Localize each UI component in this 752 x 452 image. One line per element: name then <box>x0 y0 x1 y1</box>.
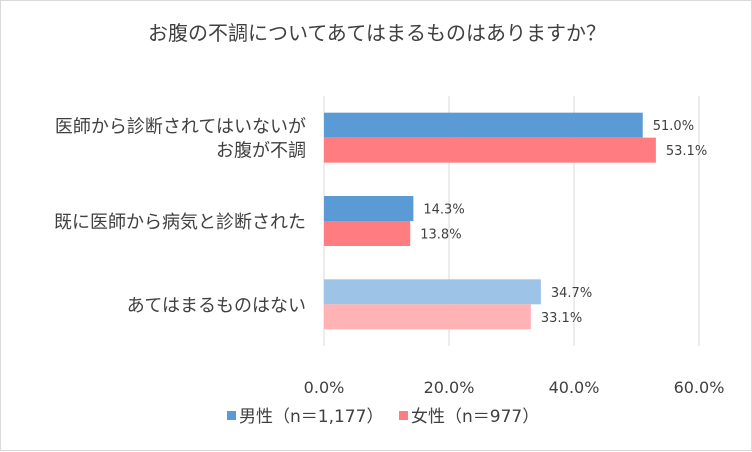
legend-label: 男性（n＝1,177） <box>239 407 383 427</box>
x-tick-label: 0.0% <box>304 378 345 397</box>
data-label: 51.0% <box>653 119 694 134</box>
data-label: 14.3% <box>423 203 464 218</box>
data-label: 34.7% <box>551 286 592 301</box>
legend: 男性（n＝1,177） 女性（n＝977） <box>227 407 539 427</box>
category-labels: 医師から診断されてはいないがお腹が不調既に医師から病気と診断されたあてはまるもの… <box>54 117 306 317</box>
legend-swatch <box>227 411 236 420</box>
bar <box>324 196 414 221</box>
legend-swatch <box>399 411 408 420</box>
bar <box>324 221 411 246</box>
category-label: お腹が不調 <box>216 141 306 162</box>
data-label: 33.1% <box>541 311 582 326</box>
x-tick-label: 40.0% <box>549 378 600 397</box>
bars: 51.0% 53.1% 14.3% 13.8% 34.7% 33.1% <box>324 112 707 330</box>
category-label: 既に医師から病気と診断された <box>54 212 306 233</box>
bar <box>324 279 541 305</box>
category-label: あてはまるものはない <box>127 295 306 316</box>
data-label: 53.1% <box>666 144 707 159</box>
x-tick-labels: 0.0% 20.0% 40.0% 60.0% <box>304 378 725 397</box>
bar <box>324 304 531 330</box>
bar <box>324 137 656 163</box>
category-label: 医師から診断されてはいないが <box>55 117 306 138</box>
x-tick-label: 20.0% <box>424 378 475 397</box>
x-tick-label: 60.0% <box>674 378 725 397</box>
data-label: 13.8% <box>420 228 461 243</box>
legend-label: 女性（n＝977） <box>411 407 539 427</box>
bar <box>324 112 643 138</box>
chart-title: お腹の不調についてあてはまるものはありますか？ <box>148 21 606 45</box>
